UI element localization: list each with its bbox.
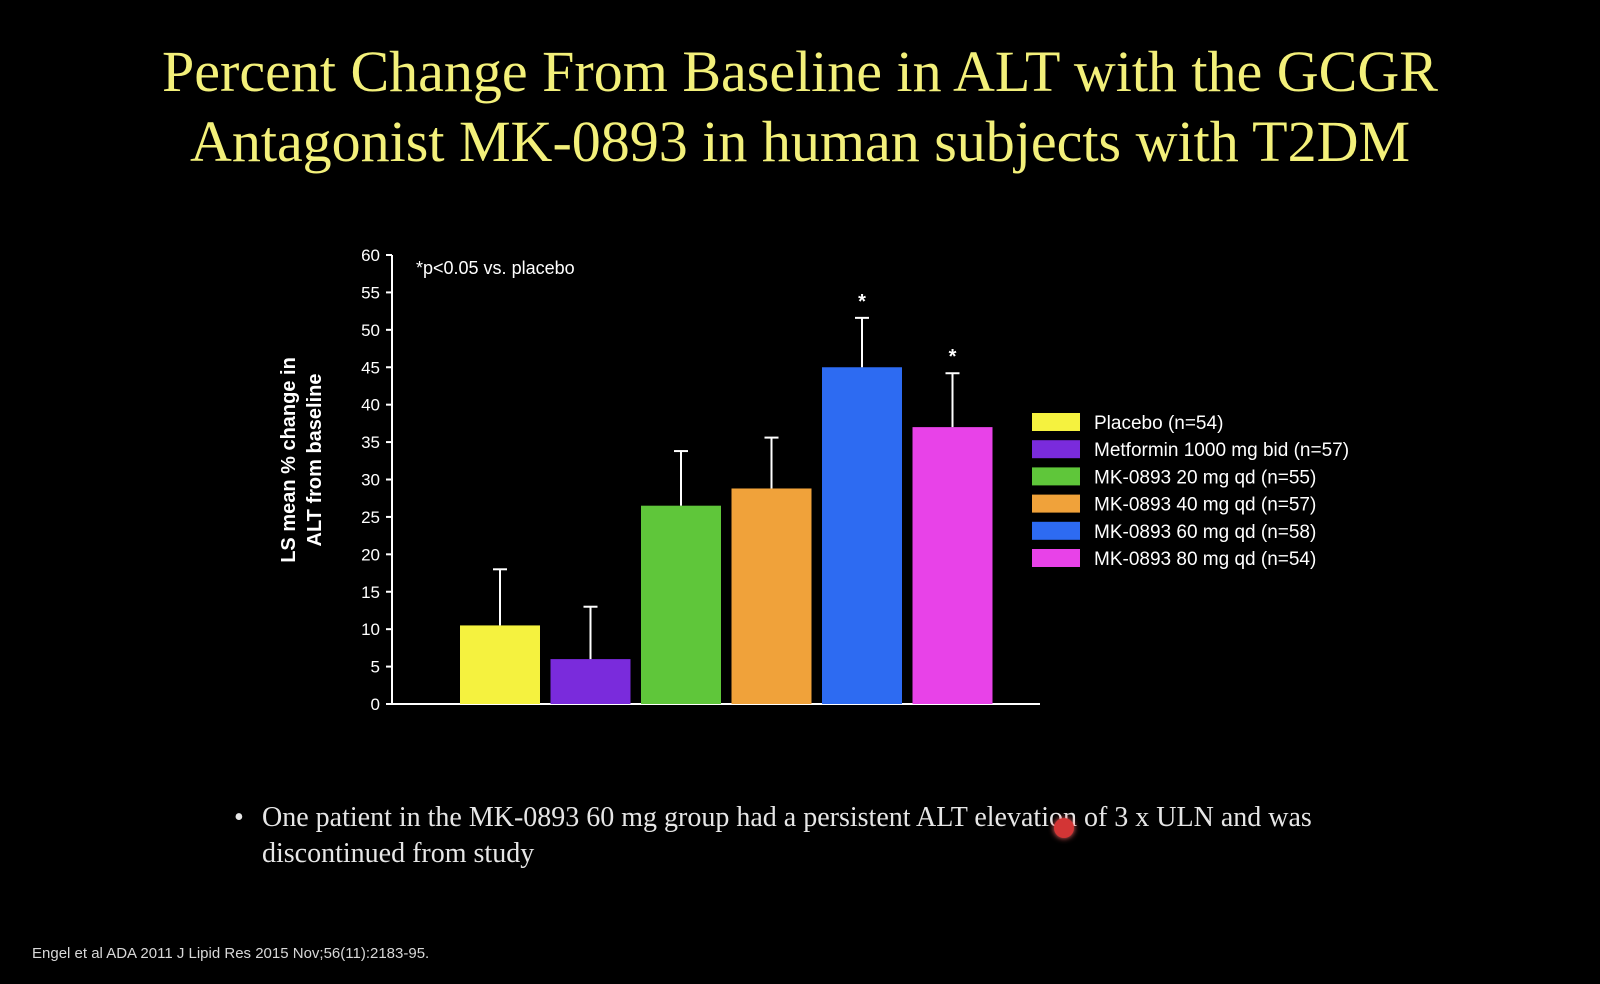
bullet-text: One patient in the MK-0893 60 mg group h… bbox=[262, 802, 1312, 869]
legend-swatch bbox=[1032, 549, 1080, 567]
significance-note: *p<0.05 vs. placebo bbox=[416, 258, 575, 278]
bar bbox=[550, 659, 631, 704]
legend-swatch bbox=[1032, 413, 1080, 431]
bullet-point: • One patient in the MK-0893 60 mg group… bbox=[234, 800, 1322, 872]
y-tick-label: 15 bbox=[361, 583, 380, 602]
y-tick-label: 25 bbox=[361, 508, 380, 527]
legend-swatch bbox=[1032, 521, 1080, 540]
slide-title-line-2: Antagonist MK-0893 in human subjects wit… bbox=[189, 109, 1411, 174]
y-tick-label: 50 bbox=[361, 321, 380, 340]
legend-label: MK-0893 20 mg qd (n=55) bbox=[1094, 467, 1316, 488]
y-tick-label: 5 bbox=[371, 658, 380, 677]
bar bbox=[460, 625, 540, 704]
legend-label: Metformin 1000 mg bid (n=57) bbox=[1094, 440, 1349, 461]
y-axis-label-line-1: LS mean % change in bbox=[278, 357, 300, 563]
y-tick-label: 0 bbox=[371, 695, 380, 714]
citation: Engel et al ADA 2011 J Lipid Res 2015 No… bbox=[32, 945, 430, 962]
y-tick-label: 30 bbox=[361, 471, 380, 490]
legend-swatch bbox=[1032, 440, 1080, 459]
chart-axes: 0 5 10 15 20 25 30 35 40 45 50 55 60 bbox=[361, 246, 1040, 714]
slide-title-line-1: Percent Change From Baseline in ALT with… bbox=[162, 39, 1438, 104]
y-tick-label: 55 bbox=[361, 283, 380, 302]
bar bbox=[822, 367, 902, 704]
y-tick-label: 45 bbox=[361, 358, 380, 377]
bullet-icon: • bbox=[234, 802, 244, 833]
chart-legend: Placebo (n=54) Metformin 1000 mg bid (n=5… bbox=[1032, 413, 1349, 570]
laser-pointer-icon bbox=[1054, 818, 1074, 838]
y-tick-label: 10 bbox=[361, 620, 380, 639]
legend-label: MK-0893 80 mg qd (n=54) bbox=[1094, 549, 1316, 570]
y-tick-label: 40 bbox=[361, 396, 380, 415]
chart-bars: ** bbox=[460, 291, 993, 704]
y-axis-label-line-2: ALT from baseline bbox=[304, 374, 326, 547]
legend-label: Placebo (n=54) bbox=[1094, 413, 1223, 434]
legend-swatch bbox=[1032, 467, 1080, 486]
y-tick-label: 60 bbox=[361, 246, 380, 265]
bar bbox=[731, 488, 812, 704]
legend-label: MK-0893 60 mg qd (n=58) bbox=[1094, 522, 1316, 543]
bar bbox=[912, 427, 993, 704]
y-tick-label: 35 bbox=[361, 433, 380, 452]
significance-marker: * bbox=[949, 346, 957, 368]
legend-swatch bbox=[1032, 494, 1080, 513]
legend-label: MK-0893 40 mg qd (n=57) bbox=[1094, 495, 1316, 516]
significance-marker: * bbox=[858, 291, 866, 313]
y-tick-label: 20 bbox=[361, 545, 380, 564]
bar bbox=[641, 505, 721, 704]
